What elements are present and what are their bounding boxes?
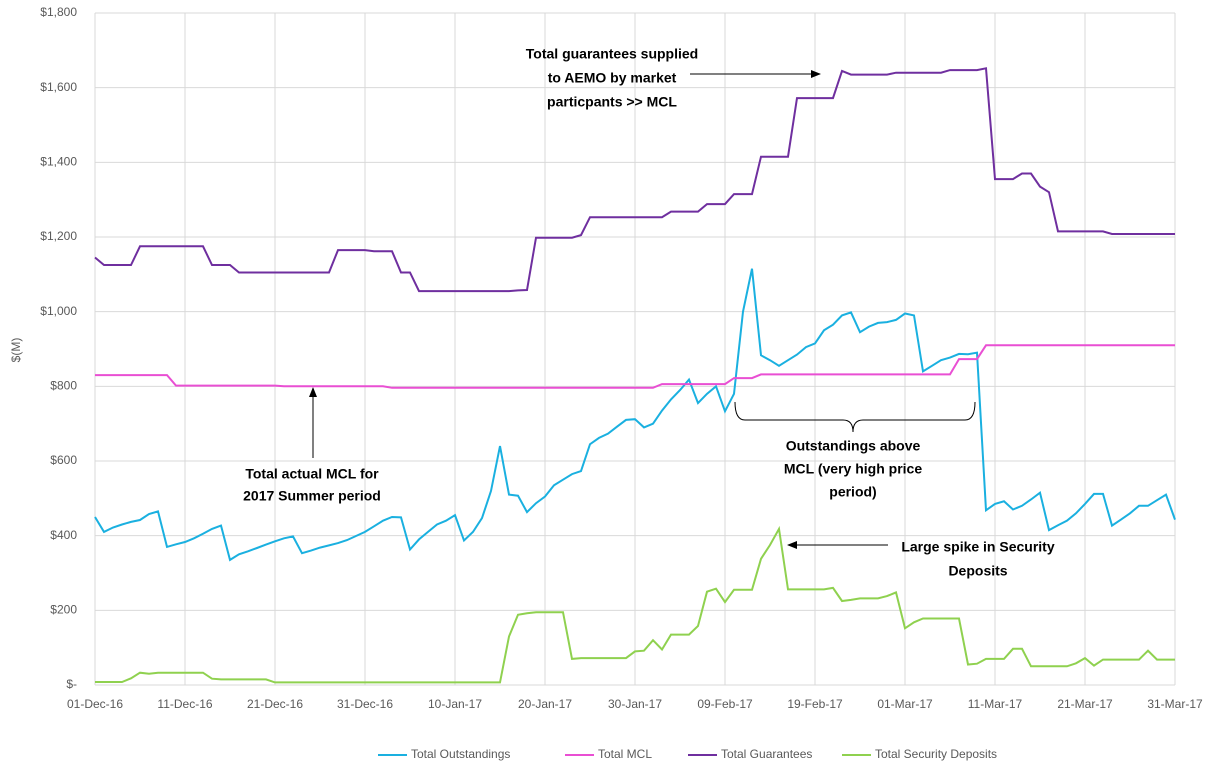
y-tick-label: $600 [50,453,77,467]
x-tick-label: 21-Mar-17 [1057,697,1113,711]
x-tick-label: 01-Mar-17 [877,697,933,711]
brace [734,401,976,433]
series-line [94,268,1176,562]
y-tick-label: $- [66,677,77,691]
y-tick-label: $1,800 [40,5,77,19]
grid [94,12,1176,686]
x-tick-label: 11-Dec-16 [157,697,212,711]
annotation: Total actual MCL for [245,466,379,482]
series-line [94,67,1175,293]
x-tick-label: 31-Mar-17 [1147,697,1203,711]
x-tick-label: 10-Jan-17 [428,697,482,711]
y-tick-label: $1,600 [40,80,77,94]
x-tick-label: 20-Jan-17 [518,697,572,711]
y-axis-label: $(M) [9,338,23,363]
y-tick-label: $1,400 [40,155,77,169]
legend-label: Total Outstandings [411,747,510,761]
y-tick-label: $400 [50,528,77,542]
annotation-arrows [309,70,976,549]
series-line [95,525,1175,684]
annotation: particpants >> MCL [547,94,677,110]
annotation: Large spike in Security [901,539,1054,555]
annotation: Deposits [948,563,1007,579]
y-tick-label: $800 [50,379,77,393]
x-tick-label: 30-Jan-17 [608,697,662,711]
series-line [95,344,1175,389]
x-tick-label: 21-Dec-16 [247,697,303,711]
annotation: period) [829,484,876,500]
y-tick-label: $1,000 [40,304,77,318]
x-tick-label: 01-Dec-16 [67,697,123,711]
y-tick-label: $200 [50,603,77,617]
x-tick-label: 11-Mar-17 [968,697,1023,711]
x-tick-label: 09-Feb-17 [697,697,753,711]
annotation: MCL (very high price [784,461,922,477]
legend-label: Total MCL [598,747,652,761]
annotation: 2017 Summer period [243,488,381,504]
annotation: to AEMO by market [548,70,677,86]
x-tick-label: 19-Feb-17 [787,697,843,711]
legend-label: Total Security Deposits [875,747,997,761]
legend-label: Total Guarantees [721,747,812,761]
y-tick-label: $1,200 [40,229,77,243]
annotation: Outstandings above [786,438,921,454]
annotation: Total guarantees supplied [526,46,698,62]
x-tick-label: 31-Dec-16 [337,697,393,711]
